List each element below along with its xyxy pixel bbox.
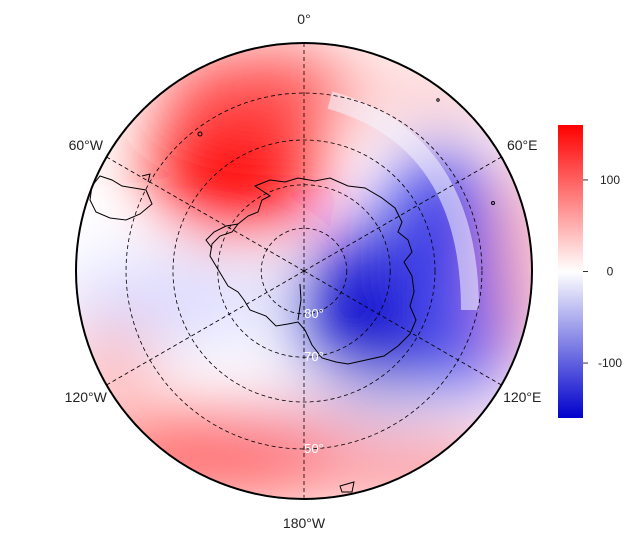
longitude-label: 0° bbox=[297, 11, 310, 27]
meridian-line bbox=[303, 156, 502, 272]
latitude-circle bbox=[172, 139, 436, 403]
colorbar-ticks: 100 0 -100 bbox=[583, 173, 622, 370]
colorbar: 100 0 -100 bbox=[558, 125, 622, 418]
meridian-line bbox=[303, 270, 502, 386]
latitude-labels: 80° 70° 50° bbox=[304, 306, 324, 456]
colorbar-tick-label: 100 bbox=[600, 173, 620, 187]
latitude-label: 50° bbox=[304, 441, 324, 456]
map-boundary bbox=[75, 42, 533, 500]
latitude-label: 80° bbox=[304, 306, 324, 321]
longitude-label: 120°W bbox=[65, 389, 108, 405]
latitude-label: 70° bbox=[304, 349, 324, 364]
longitude-labels: 0° 60°E 120°E 180°W 120°W 60°W bbox=[65, 11, 542, 531]
positive-anomaly-region bbox=[150, 95, 320, 235]
latitude-circle bbox=[260, 227, 348, 315]
graticule bbox=[106, 43, 502, 499]
longitude-label: 180°W bbox=[283, 515, 326, 531]
longitude-label: 120°E bbox=[503, 389, 541, 405]
longitude-label: 60°W bbox=[69, 137, 104, 153]
colorbar-tick-label: -100 bbox=[598, 356, 622, 370]
colorbar-gradient bbox=[558, 125, 583, 418]
colorbar-tick-label: 0 bbox=[607, 265, 614, 279]
antarctica-coastline bbox=[89, 98, 495, 493]
latitude-circle bbox=[125, 92, 483, 450]
meridian-line bbox=[106, 270, 305, 386]
meridian-line bbox=[106, 156, 305, 272]
longitude-label: 60°E bbox=[507, 137, 538, 153]
anomaly-field bbox=[76, 43, 532, 499]
